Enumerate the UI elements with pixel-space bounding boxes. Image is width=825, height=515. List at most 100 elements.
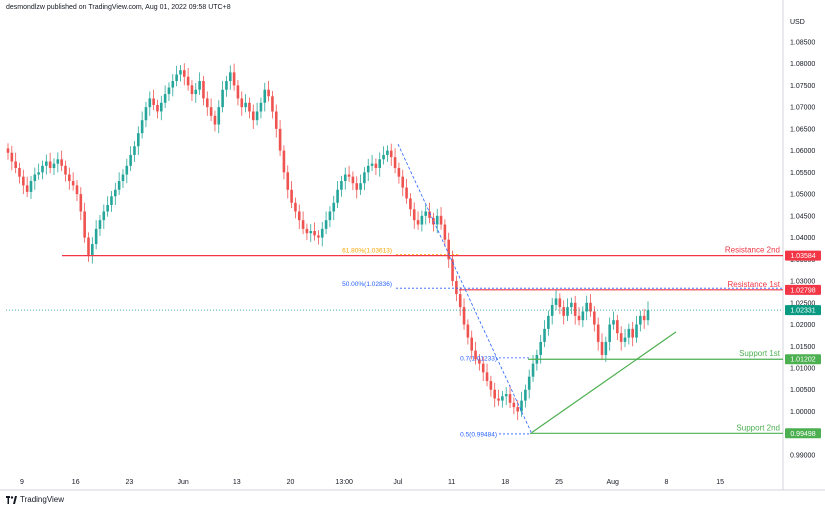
candle-body [117,181,121,190]
y-tick-label: 1.07000 [790,105,815,112]
candle-body [133,146,136,155]
candle-body [639,315,642,325]
y-tick-label: 1.08500 [790,39,815,46]
candle-body [182,70,186,77]
candle-body [255,111,259,121]
candle-body [443,224,447,240]
candle-body [18,168,21,177]
candle-body [286,172,290,190]
candle-body [10,152,14,162]
candle-body [412,209,416,221]
publisher-header: desmondlzw published on TradingView.com,… [6,4,231,11]
candle-body [581,311,585,321]
candle-body [378,159,382,168]
candle-body [259,102,263,112]
candle-body [202,81,205,99]
x-tick-label: 13:00 [335,479,353,486]
candle-body [539,341,542,355]
candle-body [420,215,424,225]
candle-body [451,259,454,282]
candle-body [470,337,474,351]
tradingview-logo-icon [6,495,17,504]
x-tick-label: Aug [606,479,619,486]
candle-body [159,102,163,112]
price-tag-bg [785,250,821,261]
fib-label: 0.7(1.01233) [460,355,497,362]
price-tag-bg [785,354,821,365]
candle-body [217,107,221,125]
candle-body [493,389,497,399]
candle-body [87,237,90,255]
x-tick-label: 15 [716,479,724,486]
candle-body [462,307,466,325]
candle-body [616,320,619,334]
x-tick-label: 16 [72,479,80,486]
candle-body [393,157,397,168]
candle-body [435,215,439,225]
candle-body [251,111,255,121]
candle-body [347,174,351,177]
candle-body [301,220,305,229]
y-tick-label: 1.04500 [790,213,815,220]
x-tick-label: 25 [555,479,563,486]
candle-body [98,220,102,229]
candle-body [531,363,535,377]
y-tick-label: 1.06500 [790,126,815,133]
candle-body [416,220,420,225]
y-tick-label: 1.04000 [790,235,815,242]
fib-swing-line [397,143,533,435]
candle-body [129,154,132,166]
candle-body [489,381,493,390]
candle-body [232,72,236,86]
candle-body [274,111,278,129]
candle-body [267,89,270,97]
candle-body [25,185,29,192]
y-tick-label: 1.07500 [790,83,815,90]
footer-brand[interactable]: TradingView [6,495,64,504]
candle-body [198,81,201,90]
candle-body [481,363,485,373]
candle-body [110,196,113,205]
level-label: Resistance 1st [728,280,781,289]
candle-body [577,315,581,321]
candle-body [619,333,623,342]
candle-body [79,194,83,212]
y-tick-label: 1.00500 [790,387,815,394]
candle-body [240,98,244,108]
x-tick-label: 18 [501,479,509,486]
candle-body [14,161,17,168]
candle-body [244,102,247,108]
candle-body [405,187,408,199]
trendline [531,331,677,433]
candle-body [458,294,462,308]
x-tick-label: 13 [233,479,241,486]
candle-body [94,228,98,245]
candle-body [600,341,604,355]
brand-text: TradingView [20,495,65,504]
candle-body [520,400,523,412]
candle-body [114,189,117,197]
x-tick-label: Jun [177,479,188,486]
candle-body [585,302,588,312]
price-tag-label: 1.03584 [790,253,815,260]
candle-body [45,161,48,166]
candle-body [608,324,611,342]
price-tag-label: 1.02798 [790,287,815,294]
candle-body [389,150,393,158]
candle-body [351,176,355,184]
price-tag-label: 1.01202 [790,357,815,364]
candle-body [140,120,144,134]
candle-body [75,185,79,195]
candle-body [478,359,481,364]
candle-body [516,407,520,412]
candle-body [6,148,10,153]
candle-body [60,159,63,166]
x-tick-label: 11 [448,479,455,486]
candle-body [409,198,412,210]
candle-body [627,328,631,338]
candle-body [236,85,240,99]
candle-body [455,281,458,295]
candle-body [294,202,297,212]
